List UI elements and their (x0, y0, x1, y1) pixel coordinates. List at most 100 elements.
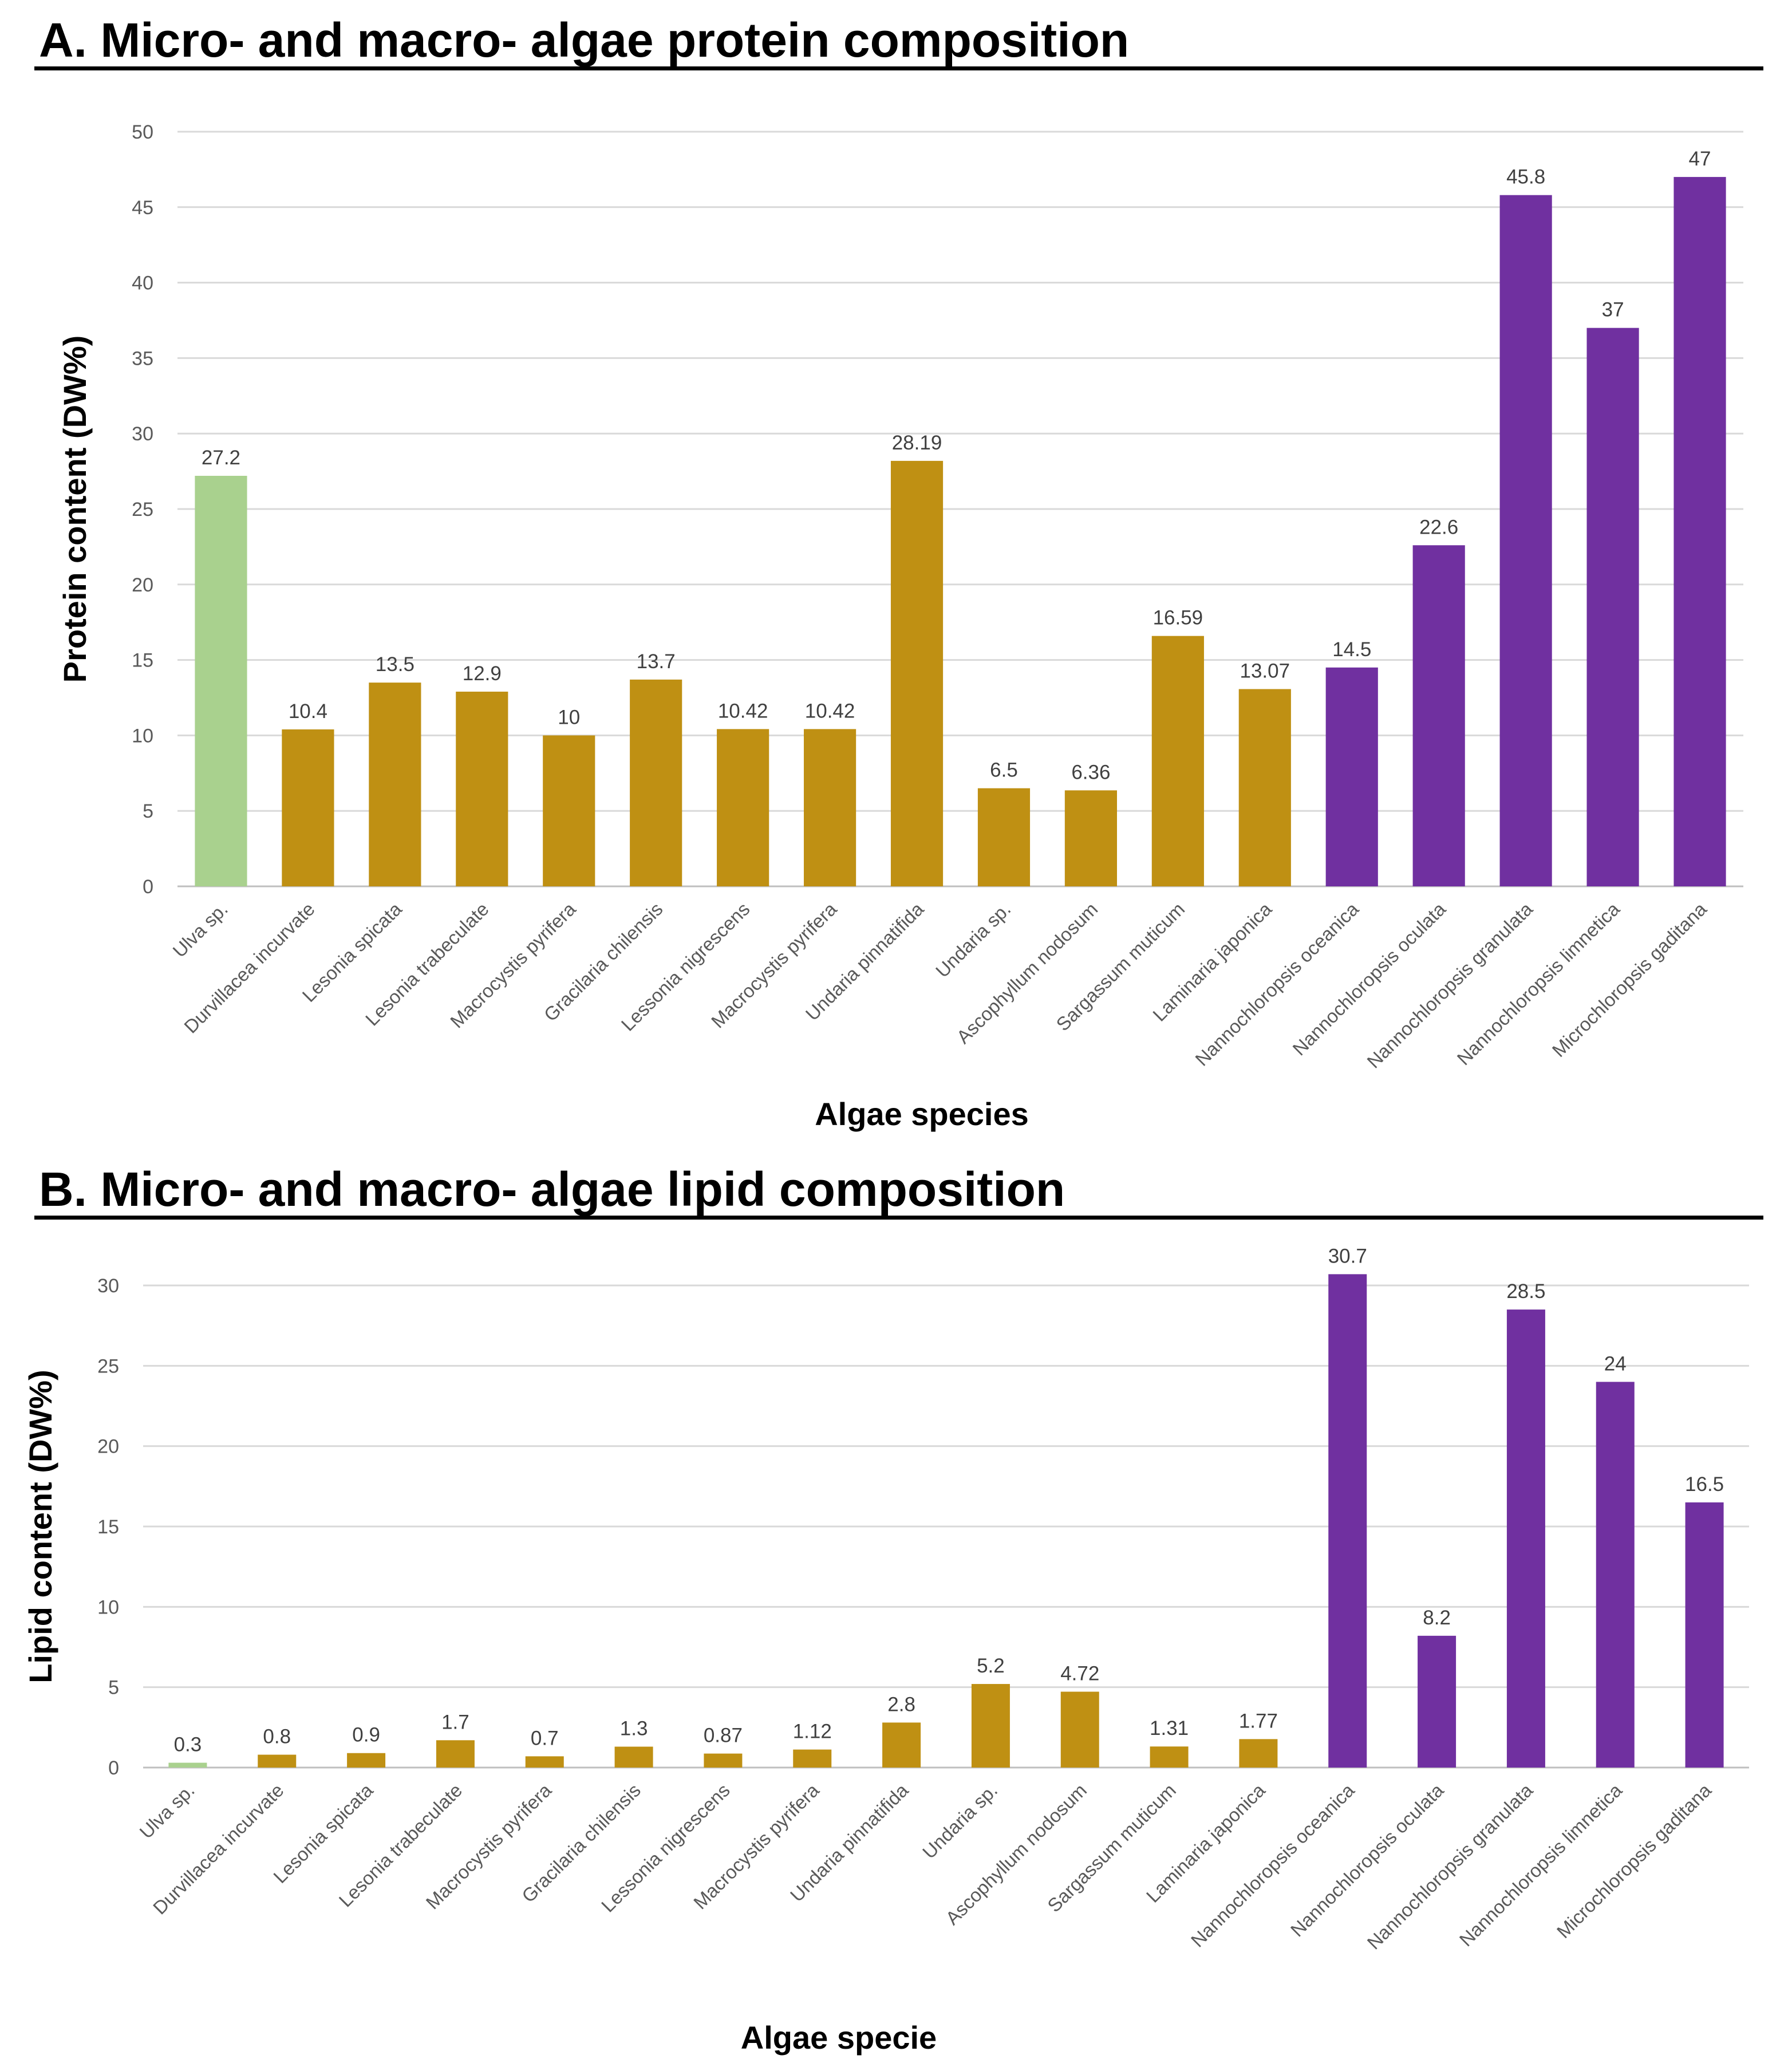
data-label: 0.8 (263, 1726, 291, 1748)
data-label: 13.07 (1240, 660, 1290, 682)
data-label: 2.8 (887, 1693, 915, 1715)
x-axis-title: Algae specie (741, 2019, 937, 2056)
data-label: 0.87 (704, 1725, 743, 1747)
category-label: Ulva sp. (135, 1780, 198, 1843)
data-label: 12.9 (463, 662, 502, 685)
bar (630, 679, 682, 886)
data-label: 6.36 (1071, 761, 1110, 783)
y-tick-label: 5 (143, 800, 153, 822)
bar (614, 1746, 653, 1768)
x-axis-title: Algae species (815, 1096, 1029, 1132)
data-label: 4.72 (1060, 1663, 1099, 1685)
bar (804, 729, 856, 886)
data-label: 10.42 (805, 700, 855, 722)
bar (1150, 1746, 1189, 1768)
category-label: Nannochloropsis granulata (1363, 1779, 1537, 1953)
category-label: Undaria sp. (918, 1780, 1001, 1863)
data-label: 28.19 (892, 432, 942, 454)
data-label: 28.5 (1506, 1280, 1545, 1303)
data-label: 5.2 (977, 1655, 1005, 1677)
y-tick-label: 0 (108, 1757, 119, 1779)
category-label: Nannochloropsis oceanica (1187, 1779, 1359, 1951)
y-tick-label: 25 (97, 1355, 119, 1377)
data-label: 16.5 (1685, 1473, 1724, 1496)
data-label: 10.4 (289, 700, 327, 723)
data-label: 16.59 (1153, 607, 1203, 629)
data-label: 22.6 (1419, 516, 1458, 538)
bar (1060, 1691, 1099, 1768)
y-tick-label: 30 (132, 423, 153, 445)
bar (347, 1753, 386, 1768)
bar (793, 1749, 832, 1768)
bar (1151, 636, 1204, 886)
bar (971, 1684, 1010, 1768)
bar (882, 1722, 921, 1768)
bar (1586, 328, 1639, 886)
data-label: 0.3 (174, 1734, 202, 1756)
y-tick-label: 20 (97, 1436, 119, 1458)
y-axis-title: Lipid content (DW%) (22, 1370, 58, 1683)
y-tick-label: 10 (97, 1596, 119, 1618)
data-label: 24 (1604, 1352, 1627, 1375)
data-label: 47 (1689, 148, 1711, 170)
y-tick-label: 20 (132, 574, 153, 596)
data-label: 45.8 (1506, 166, 1545, 188)
data-label: 27.2 (202, 447, 240, 469)
data-label: 10.42 (718, 700, 768, 722)
data-label: 13.7 (637, 650, 676, 673)
data-label: 6.5 (990, 759, 1018, 782)
bar (195, 476, 247, 886)
bar (1596, 1382, 1635, 1768)
y-tick-label: 35 (132, 348, 153, 369)
category-label: Microchloropsis gaditana (1553, 1779, 1716, 1942)
data-label: 1.77 (1239, 1710, 1278, 1732)
y-tick-label: 45 (132, 197, 153, 219)
bar (1064, 790, 1117, 886)
bar (1238, 689, 1291, 886)
y-axis-title: Protein content (DW%) (57, 336, 93, 683)
data-label: 1.31 (1150, 1717, 1189, 1739)
panel-b-title-rule (34, 1216, 1763, 1220)
bar (1673, 177, 1726, 887)
bar (1506, 1309, 1545, 1768)
bar (436, 1740, 475, 1768)
bar (369, 683, 421, 886)
bar (1239, 1739, 1278, 1768)
y-tick-label: 25 (132, 499, 153, 520)
data-label: 1.12 (793, 1721, 832, 1743)
category-label: Nannochloropsis limnetica (1455, 1779, 1627, 1950)
bar (525, 1756, 564, 1768)
y-tick-label: 40 (132, 273, 153, 294)
panel-a-title: A. Micro- and macro- algae protein compo… (39, 13, 1130, 67)
data-label: 8.2 (1423, 1607, 1451, 1629)
data-label: 10 (558, 706, 580, 728)
y-tick-label: 15 (132, 650, 153, 672)
y-tick-label: 30 (97, 1275, 119, 1297)
bar (1325, 667, 1378, 886)
panel-a-title-rule (34, 66, 1763, 70)
bar (704, 1753, 743, 1768)
bar (717, 729, 769, 886)
data-label: 1.3 (620, 1718, 648, 1740)
bar (1685, 1502, 1724, 1768)
bar (282, 729, 334, 886)
data-label: 0.7 (531, 1727, 559, 1749)
y-tick-label: 5 (108, 1677, 119, 1699)
data-label: 14.5 (1332, 638, 1371, 661)
y-tick-label: 10 (132, 725, 153, 747)
data-label: 1.7 (441, 1711, 469, 1733)
bar (1499, 195, 1552, 886)
data-label: 13.5 (376, 653, 415, 676)
panel-b-title: B. Micro- and macro- algae lipid composi… (39, 1162, 1065, 1216)
y-tick-label: 0 (143, 876, 153, 898)
bar (168, 1762, 207, 1768)
bar (456, 691, 508, 886)
data-label: 0.9 (352, 1724, 380, 1746)
bar (543, 735, 595, 886)
bar (1412, 545, 1465, 886)
bar (1418, 1635, 1457, 1768)
y-tick-label: 50 (132, 121, 153, 143)
category-label: Nannochloropsis oculata (1286, 1779, 1448, 1940)
